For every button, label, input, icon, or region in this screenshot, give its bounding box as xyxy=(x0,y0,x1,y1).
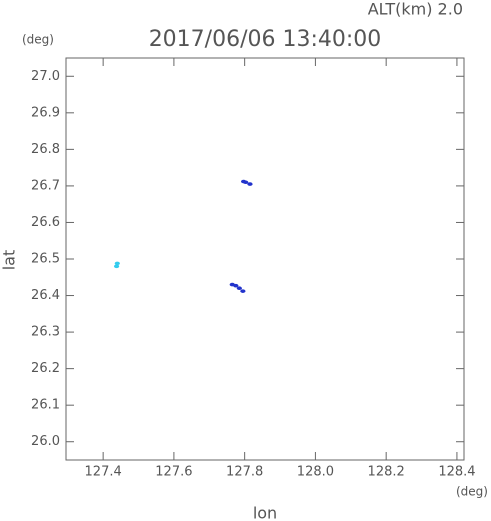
subtitle: ALT(km) 2.0 xyxy=(368,0,463,19)
y-tick-label: 26.2 xyxy=(31,361,60,376)
y-tick-label: 26.0 xyxy=(31,434,60,449)
x-tick-label: 127.8 xyxy=(226,465,263,480)
echo-point xyxy=(243,180,249,185)
x-tick-label: 127.6 xyxy=(155,465,192,480)
x-tick-label: 127.4 xyxy=(85,465,122,480)
x-unit: (deg) xyxy=(456,485,488,499)
x-label: lon xyxy=(253,504,277,521)
echo-point xyxy=(233,283,239,288)
echo-point xyxy=(240,289,246,293)
y-tick-label: 26.5 xyxy=(31,252,60,267)
echo-point xyxy=(236,286,242,291)
echo-point xyxy=(114,261,120,266)
y-tick-label: 26.9 xyxy=(31,105,60,120)
y-tick-label: 26.3 xyxy=(31,325,60,340)
echo-point xyxy=(113,264,120,269)
chart-title: 2017/06/06 13:40:00 xyxy=(149,27,382,52)
y-tick-label: 26.7 xyxy=(31,178,60,193)
y-label: lat xyxy=(0,250,19,271)
y-tick-label: 26.4 xyxy=(31,288,60,303)
x-tick-label: 128.2 xyxy=(368,465,405,480)
x-tick-label: 128.4 xyxy=(438,465,475,480)
y-tick-label: 26.8 xyxy=(31,142,60,157)
y-unit: (deg) xyxy=(22,33,54,47)
x-tick-label: 128.0 xyxy=(297,465,334,480)
plot-frame xyxy=(65,57,465,461)
y-tick-label: 27.0 xyxy=(31,69,60,84)
echo-point xyxy=(247,182,253,186)
y-tick-label: 26.1 xyxy=(31,398,60,413)
y-tick-label: 26.6 xyxy=(31,215,60,230)
